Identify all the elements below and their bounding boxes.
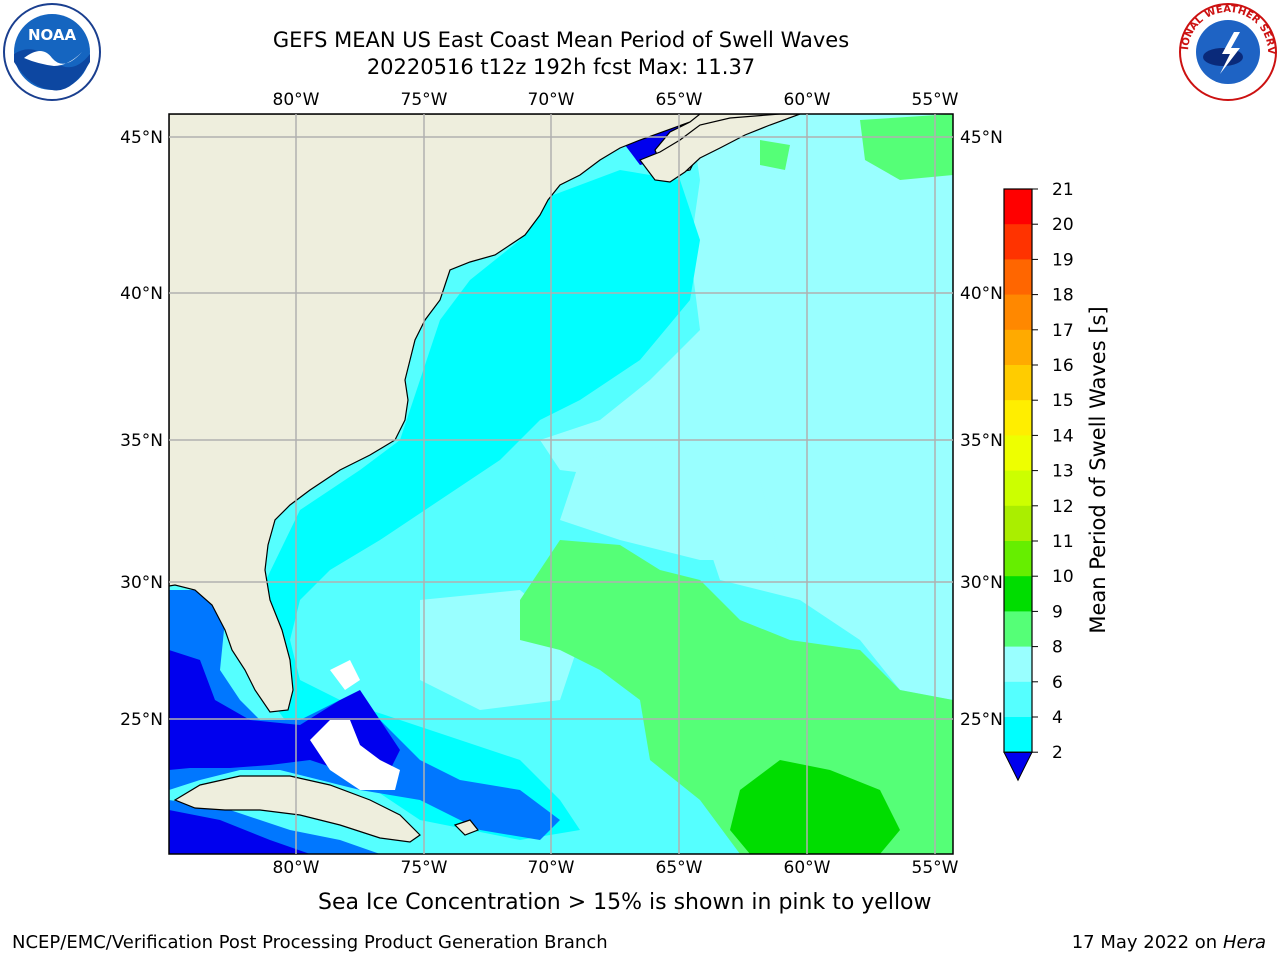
lon-label-top: 80°W <box>273 90 320 110</box>
colorbar-title: Mean Period of Swell Waves [s] <box>1086 306 1110 634</box>
lat-label-right: 45°N <box>960 128 1003 148</box>
colorbar-band <box>1004 576 1032 612</box>
ocean-field-10-11s <box>730 760 900 854</box>
map-field <box>169 114 953 854</box>
map-title: GEFS MEAN US East Coast Mean Period of S… <box>272 28 850 52</box>
lat-label-right: 40°N <box>960 284 1003 304</box>
noaa-logo: NOAA <box>3 3 101 101</box>
colorbar-tick-label: 18 <box>1052 286 1074 306</box>
lat-label-right: 25°N <box>960 710 1003 730</box>
lon-label-bottom: 75°W <box>401 858 448 878</box>
colorbar-band <box>1004 294 1032 331</box>
colorbar-band <box>1004 435 1032 472</box>
colorbar-band <box>1004 224 1032 260</box>
lon-label-top: 55°W <box>912 90 959 110</box>
lat-label-right: 30°N <box>960 573 1003 593</box>
colorbar: 21 20 19 18 17 16 15 14 13 12 11 10 9 8 6 4 2 <box>1003 180 1074 782</box>
colorbar-tick-label: 20 <box>1052 215 1074 235</box>
map-frame <box>168 113 954 855</box>
colorbar-tick-label: 4 <box>1052 708 1063 728</box>
nws-logo: NATIONAL WEATHER SERVICE <box>1178 2 1277 101</box>
graticule <box>169 114 953 854</box>
lon-label-bottom: 60°W <box>784 858 831 878</box>
colorbar-tick-label: 11 <box>1052 532 1074 552</box>
footer-date-text: 17 May 2022 on <box>1071 932 1218 953</box>
colorbar-band <box>1004 505 1032 542</box>
land-cuba <box>173 775 421 843</box>
colorbar-band <box>1004 189 1032 225</box>
colorbar-tick-label: 13 <box>1052 462 1074 482</box>
colorbar-band <box>1004 400 1032 436</box>
land-maritimes <box>639 114 801 183</box>
colorbar-tick-label: 14 <box>1052 426 1074 446</box>
colorbar-tick-label: 8 <box>1052 638 1063 658</box>
ocean-field-4-6s-coast <box>262 170 700 840</box>
noaa-logo-text: NOAA <box>28 26 77 44</box>
lon-label-top: 65°W <box>656 90 703 110</box>
colorbar-band <box>1004 259 1032 296</box>
lon-label-bottom: 70°W <box>528 858 575 878</box>
land-hispaniola <box>453 819 479 836</box>
ocean-field-9-10s-ne <box>860 114 953 180</box>
lat-label-left: 30°N <box>120 573 163 593</box>
lat-label-right: 35°N <box>960 431 1003 451</box>
bahamas-banks-north <box>330 660 360 690</box>
colorbar-band <box>1004 470 1032 507</box>
ocean-field-9-10s <box>520 540 953 854</box>
lat-label-left: 35°N <box>120 431 163 451</box>
colorbar-tick-label: 15 <box>1052 391 1074 411</box>
lat-label-left: 40°N <box>120 284 163 304</box>
ocean-field-under2s-maine <box>625 120 685 165</box>
ocean-field-8-9s <box>540 114 953 700</box>
colorbar-band <box>1004 329 1032 366</box>
lon-label-top: 75°W <box>401 90 448 110</box>
colorbar-tick-label: 10 <box>1052 567 1074 587</box>
lon-label-top: 70°W <box>528 90 575 110</box>
colorbar-tick-label: 9 <box>1052 602 1063 622</box>
colorbar-band <box>1004 646 1032 683</box>
colorbar-band <box>1004 717 1032 753</box>
lat-label-left: 25°N <box>120 710 163 730</box>
lat-label-left: 45°N <box>120 128 163 148</box>
lon-label-top: 60°W <box>784 90 831 110</box>
colorbar-tick-label: 2 <box>1052 743 1063 763</box>
bahamas-banks <box>310 720 400 790</box>
ocean-field-9-10s-ne2 <box>760 140 790 170</box>
colorbar-tick-label: 21 <box>1052 180 1074 200</box>
colorbar-band <box>1004 541 1032 577</box>
colorbar-band <box>1004 611 1032 648</box>
land-north-america <box>169 114 791 713</box>
ocean-field-8-9s-b <box>560 440 780 560</box>
lon-label-bottom: 55°W <box>912 858 959 878</box>
lon-label-bottom: 65°W <box>656 858 703 878</box>
sea-ice-caption: Sea Ice Concentration > 15% is shown in … <box>318 890 932 915</box>
colorbar-band <box>1004 365 1032 401</box>
colorbar-under-arrow <box>1003 751 1033 782</box>
colorbar-tick-label: 16 <box>1052 356 1074 376</box>
lon-label-bottom: 80°W <box>273 858 320 878</box>
map-subtitle: 20220516 t12z 192h fcst Max: 11.37 <box>366 55 756 79</box>
colorbar-tick-label: 12 <box>1052 497 1074 517</box>
ocean-field-under2s-carib <box>169 810 310 854</box>
footer-credit: NCEP/EMC/Verification Post Processing Pr… <box>12 932 608 953</box>
footer-host: Hera <box>1222 932 1266 953</box>
footer-date: 17 May 2022 on Hera <box>1072 932 1266 953</box>
colorbar-tick-label: 6 <box>1052 673 1063 693</box>
colorbar-tick-label: 17 <box>1052 321 1074 341</box>
colorbar-band <box>1004 681 1032 718</box>
colorbar-tick-label: 19 <box>1052 250 1074 270</box>
graticule-labels: 80°W 80°W 75°W 75°W 70°W 70°W 65°W 65°W 60°W 60°W… <box>120 90 1003 878</box>
